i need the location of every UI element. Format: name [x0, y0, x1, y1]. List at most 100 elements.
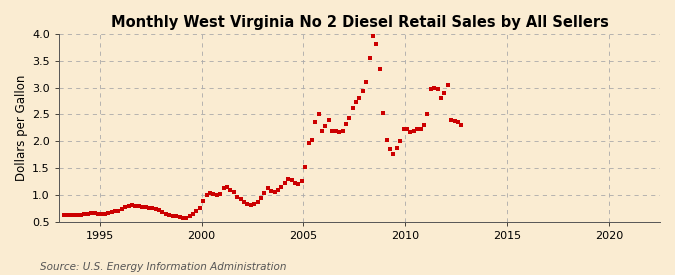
Point — [330, 128, 341, 133]
Point — [242, 202, 253, 206]
Point — [320, 124, 331, 128]
Point — [340, 121, 351, 126]
Point — [446, 118, 456, 122]
Point — [348, 106, 358, 110]
Point — [171, 214, 182, 219]
Point — [86, 211, 97, 215]
Point — [92, 211, 103, 216]
Point — [174, 215, 185, 220]
Point — [79, 212, 90, 216]
Point — [147, 206, 158, 210]
Point — [364, 56, 375, 60]
Point — [296, 179, 307, 184]
Point — [286, 178, 297, 182]
Point — [119, 205, 130, 210]
Point — [164, 213, 175, 217]
Point — [395, 139, 406, 144]
Point — [184, 214, 195, 218]
Point — [375, 67, 385, 71]
Point — [418, 123, 429, 127]
Point — [236, 197, 246, 201]
Point — [116, 207, 127, 211]
Point — [368, 33, 379, 38]
Point — [59, 213, 70, 217]
Point — [358, 89, 369, 94]
Point — [306, 138, 317, 142]
Point — [300, 165, 310, 169]
Point — [124, 204, 134, 208]
Point — [178, 216, 188, 220]
Point — [259, 191, 270, 195]
Point — [450, 119, 460, 123]
Point — [276, 185, 287, 189]
Point — [398, 127, 409, 132]
Point — [126, 203, 137, 207]
Point — [354, 96, 365, 101]
Point — [62, 213, 73, 218]
Point — [256, 195, 267, 200]
Point — [225, 187, 236, 192]
Point — [201, 193, 212, 197]
Point — [456, 123, 466, 127]
Point — [205, 191, 215, 195]
Point — [96, 212, 107, 216]
Point — [167, 214, 178, 218]
Point — [65, 213, 76, 218]
Point — [72, 213, 83, 218]
Point — [140, 205, 151, 210]
Point — [378, 111, 389, 116]
Point — [136, 205, 147, 210]
Point — [435, 96, 446, 101]
Point — [303, 141, 314, 145]
Point — [113, 209, 124, 213]
Point — [221, 185, 232, 189]
Y-axis label: Dollars per Gallon: Dollars per Gallon — [15, 75, 28, 181]
Point — [405, 130, 416, 134]
Point — [385, 147, 396, 152]
Point — [269, 189, 280, 194]
Point — [333, 130, 344, 134]
Point — [263, 186, 273, 190]
Point — [218, 186, 229, 191]
Point — [283, 177, 294, 181]
Point — [392, 145, 402, 150]
Title: Monthly West Virginia No 2 Diesel Retail Sales by All Sellers: Monthly West Virginia No 2 Diesel Retail… — [111, 15, 608, 30]
Point — [290, 181, 300, 185]
Point — [248, 202, 259, 206]
Point — [151, 207, 161, 211]
Point — [188, 211, 198, 216]
Point — [452, 120, 463, 125]
Point — [157, 210, 168, 214]
Point — [89, 211, 100, 215]
Point — [361, 80, 372, 84]
Point — [327, 128, 338, 133]
Point — [323, 118, 334, 122]
Point — [350, 100, 361, 104]
Point — [181, 216, 192, 220]
Text: Source: U.S. Energy Information Administration: Source: U.S. Energy Information Administ… — [40, 262, 287, 272]
Point — [232, 194, 242, 199]
Point — [402, 127, 412, 132]
Point — [422, 112, 433, 117]
Point — [211, 193, 222, 198]
Point — [344, 116, 354, 120]
Point — [439, 91, 450, 95]
Point — [238, 200, 249, 204]
Point — [252, 200, 263, 204]
Point — [408, 128, 419, 133]
Point — [415, 127, 426, 132]
Point — [273, 188, 284, 192]
Point — [154, 208, 165, 213]
Point — [412, 127, 423, 132]
Point — [103, 210, 113, 215]
Point — [317, 128, 327, 133]
Point — [144, 206, 155, 210]
Point — [99, 211, 110, 216]
Point — [429, 86, 439, 90]
Point — [191, 209, 202, 213]
Point — [246, 202, 256, 207]
Point — [381, 138, 392, 142]
Point — [279, 181, 290, 185]
Point — [130, 204, 141, 208]
Point — [76, 213, 86, 217]
